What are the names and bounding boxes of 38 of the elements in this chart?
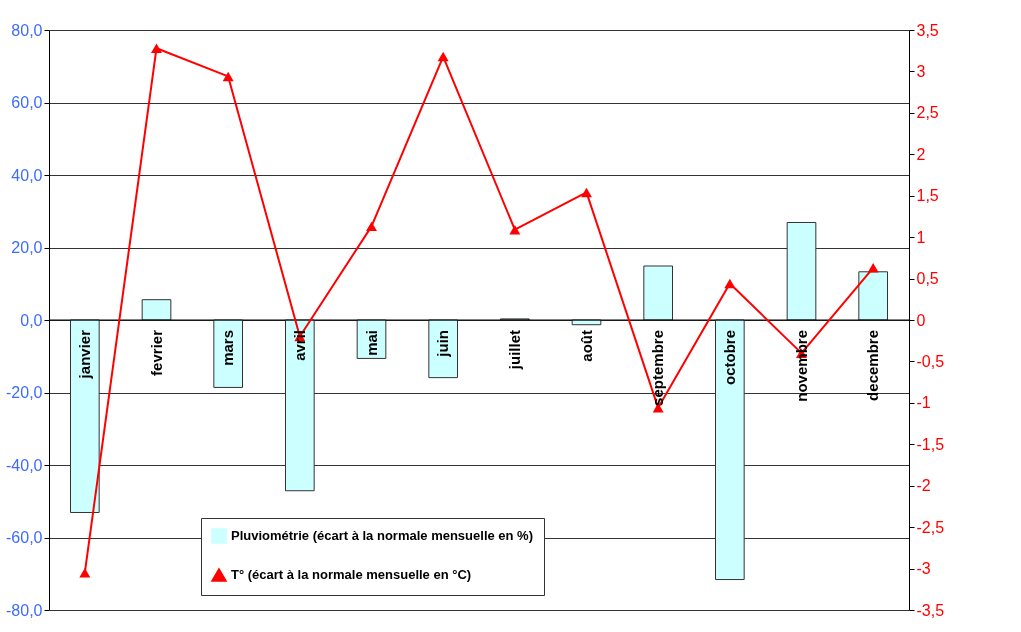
y2-tick-label: -2,5 [916,518,945,536]
x-tick-label: septembre [649,330,667,406]
y2-tick-label: -0,5 [916,352,945,370]
y2-tick-label: -2 [916,477,931,495]
x-tick-label: mars [219,330,237,366]
y-tick-label: 80,0 [11,21,43,39]
y2-tick-label: -1,5 [916,435,945,453]
legend-label: Pluviométrie (écart à la normale mensuelle en %) [231,528,534,543]
y2-tick-label: 2 [916,145,926,163]
y2-tick-label: 3,5 [916,21,939,39]
y-tick-label: -40,0 [6,456,43,474]
y-tick-label: 60,0 [11,94,43,111]
x-tick-label: août [577,330,595,362]
x-tick-label: fevrier [147,329,165,376]
x-tick-label: avril [290,330,308,361]
y2-tick-label: -3,5 [916,601,945,619]
y-tick-label: -20,0 [6,384,43,401]
x-tick-label: octobre [720,330,738,386]
x-tick-label: novembre [792,330,810,402]
x-tick-label: decembre [864,330,882,401]
y2-tick-label: 1,5 [916,187,939,205]
y2-tick-label: -1 [916,394,931,412]
y-tick-label: -60,0 [6,529,43,546]
y2-tick-label: 3 [916,62,926,80]
x-tick-label: mai [362,330,380,356]
y2-tick-label: 2,5 [916,104,939,122]
y2-tick-label: 1 [916,228,926,246]
x-tick-label: juillet [505,330,523,371]
y2-tick-label: 0,5 [916,270,939,288]
y2-tick-label: -3 [916,560,931,578]
y-tick-label: 0,0 [20,311,43,329]
x-tick-label: juin [434,330,452,358]
legend-label: T° (écart à la normale mensuelle en °C) [231,567,472,582]
y-tick-label: -80,0 [6,601,43,619]
y2-tick-label: 0 [916,311,926,329]
y-tick-label: 40,0 [11,166,43,184]
x-tick-label: janvier [75,329,93,380]
y-tick-label: 20,0 [11,239,43,256]
